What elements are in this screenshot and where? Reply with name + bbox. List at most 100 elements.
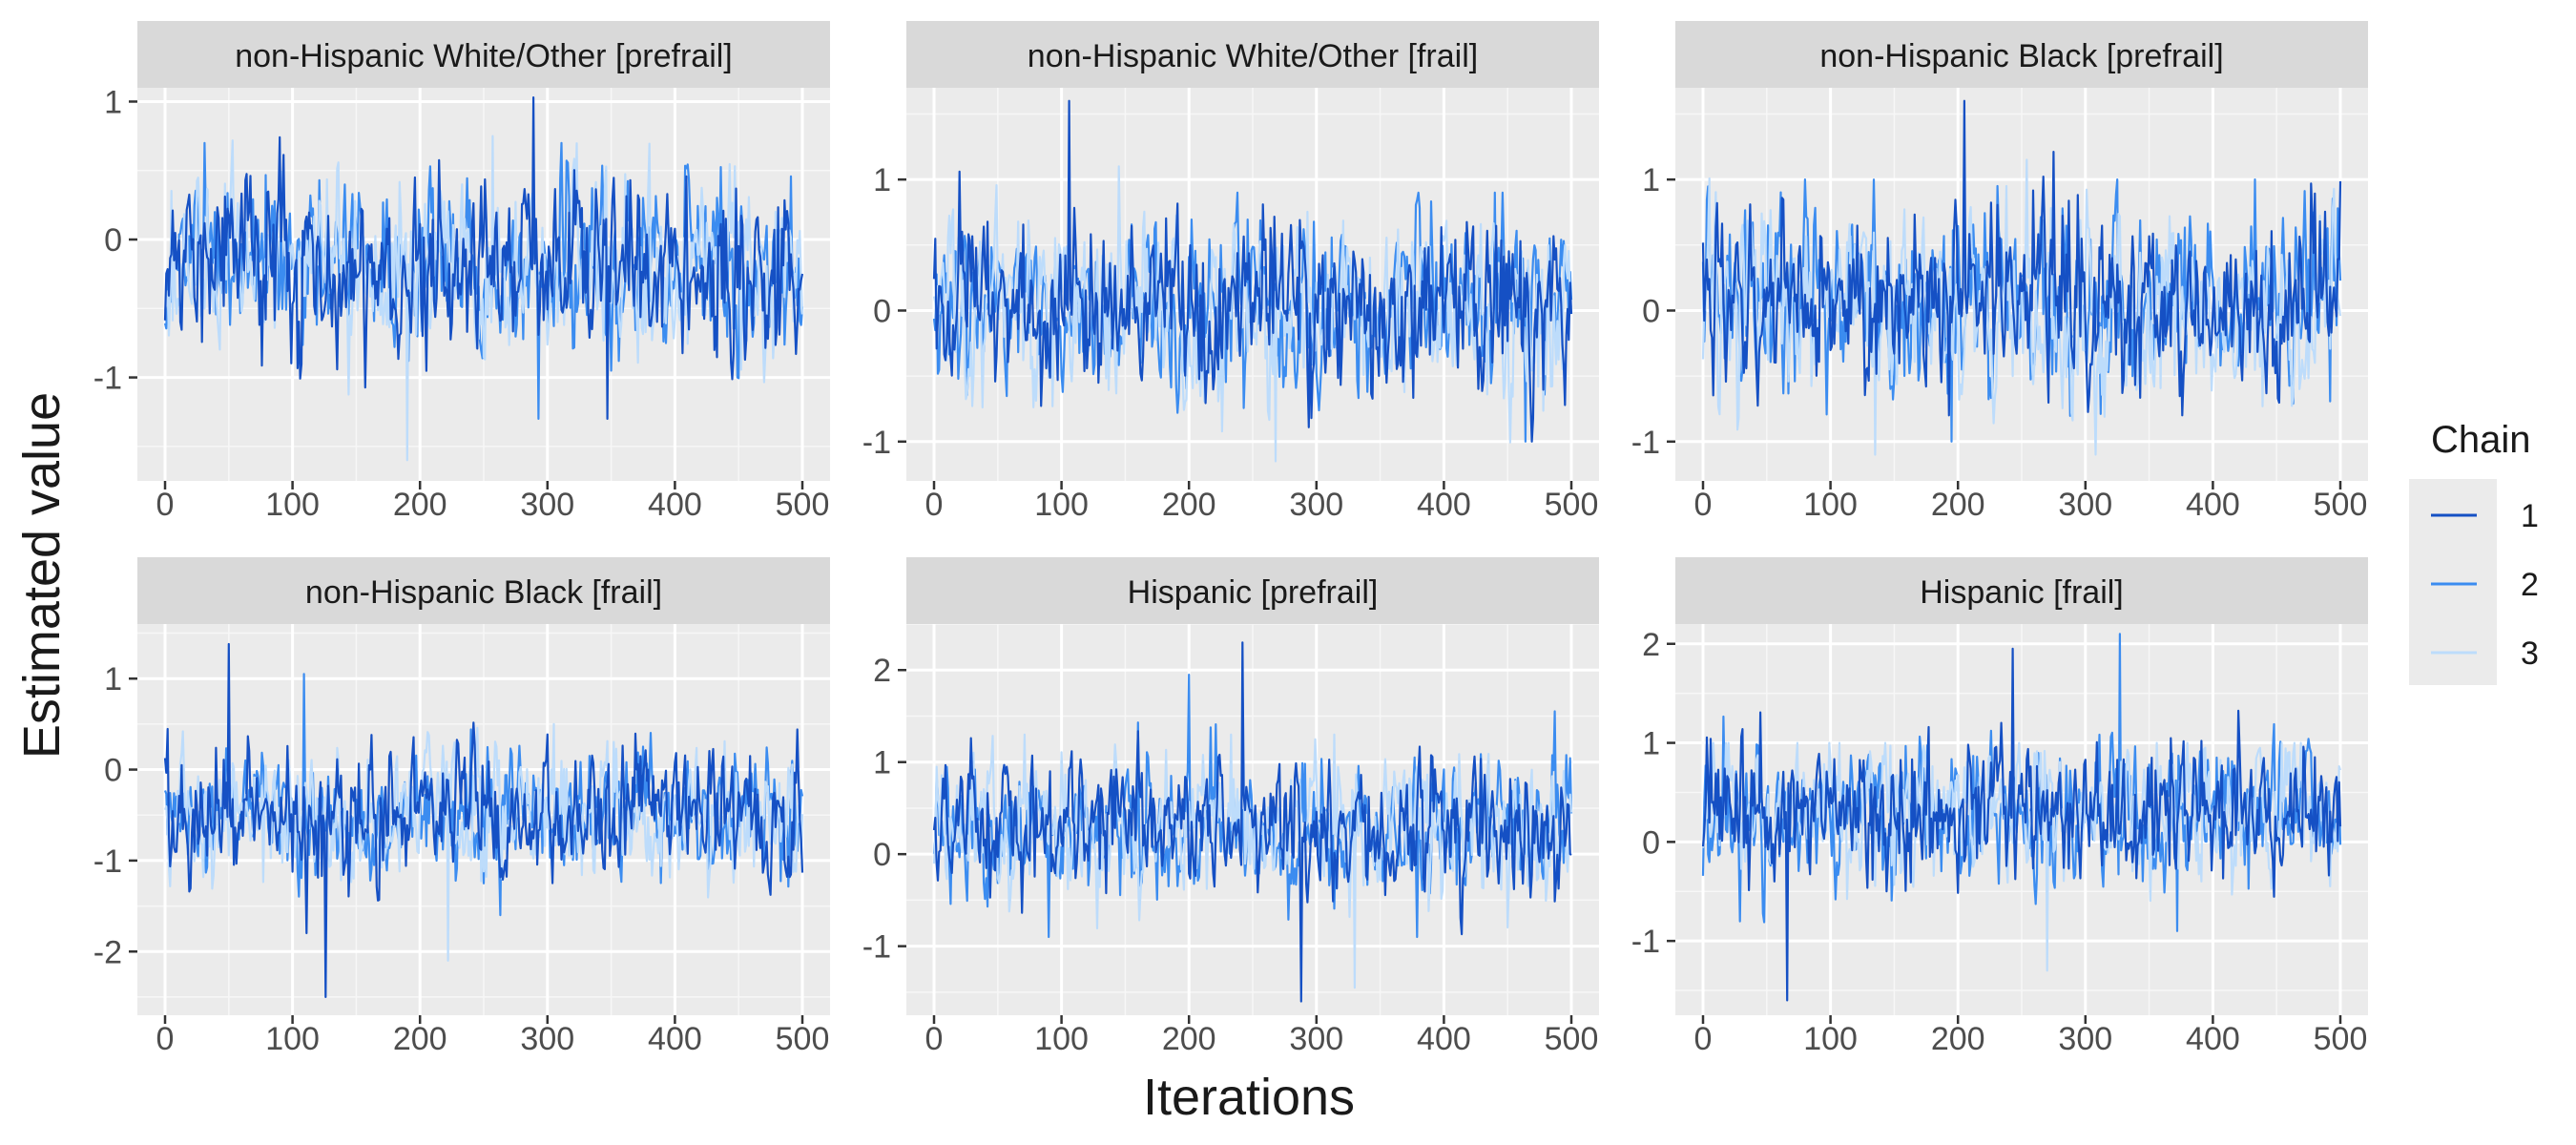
x-tick-label: 300 — [1289, 487, 1343, 523]
y-tick-label: 1 — [873, 162, 891, 198]
legend-key-background — [2409, 479, 2497, 685]
x-tick-label: 200 — [1931, 1021, 1985, 1057]
y-tick-label: 0 — [1642, 824, 1660, 861]
facet-panel: Hispanic [frail] -1 0 1 2 0 100 200 300 400 500 — [1631, 557, 2368, 1057]
x-tick-label: 300 — [520, 487, 574, 523]
chain-traces — [163, 642, 804, 998]
legend-label-chain-3: 3 — [2521, 635, 2539, 672]
y-tick-label: -1 — [1631, 924, 1660, 960]
x-tick-label: 200 — [1162, 487, 1216, 523]
legend-title: Chain — [2431, 419, 2531, 461]
x-tick-label: 300 — [1289, 1021, 1343, 1057]
x-tick-label: 300 — [520, 1021, 574, 1057]
x-tick-label: 500 — [2314, 487, 2368, 523]
legend-entries: 1 2 3 — [2431, 498, 2539, 672]
x-tick-label: 100 — [265, 487, 320, 523]
facet-strip-label: Hispanic [frail] — [1920, 574, 2124, 611]
x-tick-label: 100 — [1803, 1021, 1858, 1057]
y-tick-label: 2 — [1642, 627, 1660, 663]
facet-panel: Hispanic [prefrail] -1 0 1 2 0 100 200 300 400 500 — [862, 557, 1599, 1057]
x-tick-label: 400 — [1417, 487, 1471, 523]
facet-strip-label: Hispanic [prefrail] — [1128, 574, 1379, 611]
facet-strip-label: non-Hispanic White/Other [prefrail] — [235, 38, 733, 74]
x-tick-label: 500 — [776, 1021, 830, 1057]
x-tick-label: 300 — [2058, 1021, 2112, 1057]
x-tick-label: 400 — [648, 1021, 702, 1057]
x-tick-label: 400 — [648, 487, 702, 523]
chain-1-trace — [932, 641, 1572, 1003]
x-tick-label: 200 — [1162, 1021, 1216, 1057]
y-tick-label: -1 — [862, 425, 891, 461]
legend-label-chain-2: 2 — [2521, 567, 2539, 603]
x-tick-label: 300 — [2058, 487, 2112, 523]
facet-strip — [1675, 557, 2368, 624]
x-tick-label: 0 — [925, 1021, 944, 1057]
x-tick-label: 100 — [1803, 487, 1858, 523]
y-tick-label: 1 — [104, 661, 122, 697]
y-tick-label: 0 — [873, 837, 891, 873]
chain-3-trace — [1701, 741, 2342, 972]
x-tick-label: 0 — [156, 1021, 175, 1057]
chain-1-trace — [932, 99, 1573, 443]
facet-strip — [906, 557, 1599, 624]
chain-1-trace — [1701, 99, 2342, 417]
facet-strip — [137, 21, 830, 88]
chain-traces — [1701, 99, 2342, 456]
x-tick-label: 500 — [2314, 1021, 2368, 1057]
x-tick-label: 200 — [393, 1021, 447, 1057]
chain-1-trace — [163, 642, 804, 998]
y-tick-label: 1 — [873, 745, 891, 781]
x-tick-label: 0 — [1694, 1021, 1713, 1057]
chain-2-trace — [163, 141, 804, 420]
chain-traces — [163, 96, 804, 462]
x-tick-label: 0 — [1694, 487, 1713, 523]
x-tick-label: 400 — [1417, 1021, 1471, 1057]
y-tick-label: 1 — [1642, 162, 1660, 198]
y-tick-label: 0 — [1642, 293, 1660, 329]
y-axis-label: Estimated value — [13, 392, 71, 759]
y-tick-label: 0 — [104, 222, 122, 259]
chain-traces — [1701, 633, 2342, 1002]
facet-panel: non-Hispanic White/Other [frail] -1 0 1 0 100… — [862, 21, 1599, 523]
y-tick-label: 1 — [1642, 726, 1660, 762]
facet-strip — [906, 21, 1599, 88]
x-tick-label: 0 — [156, 487, 175, 523]
y-tick-label: 0 — [873, 293, 891, 329]
x-tick-label: 100 — [1034, 1021, 1089, 1057]
chain-traces — [932, 641, 1573, 1003]
y-tick-label: -1 — [93, 361, 122, 397]
chain-traces — [932, 99, 1573, 463]
legend-label-chain-1: 1 — [2521, 498, 2539, 534]
y-tick-label: 2 — [873, 653, 891, 689]
facet-panel: non-Hispanic White/Other [prefrail]-1010… — [93, 21, 830, 523]
facet-panels: non-Hispanic White/Other [prefrail]-1010… — [93, 21, 2368, 1057]
x-tick-label: 100 — [1034, 487, 1089, 523]
x-tick-label: 500 — [1545, 487, 1599, 523]
x-tick-label: 400 — [2186, 1021, 2240, 1057]
x-tick-label: 0 — [925, 487, 944, 523]
legend: Chain 1 2 3 — [2409, 419, 2539, 685]
facet-strip — [1675, 21, 2368, 88]
x-tick-label: 500 — [776, 487, 830, 523]
y-tick-label: -1 — [1631, 425, 1660, 461]
y-tick-label: -2 — [93, 934, 122, 970]
y-tick-label: -1 — [862, 929, 891, 966]
x-tick-label: 100 — [265, 1021, 320, 1057]
x-tick-label: 500 — [1545, 1021, 1599, 1057]
facet-strip-label: non-Hispanic White/Other [frail] — [1028, 38, 1478, 74]
x-tick-label: 200 — [393, 487, 447, 523]
facet-strip-label: non-Hispanic Black [frail] — [305, 574, 662, 611]
x-axis-label: Iterations — [1143, 1069, 1355, 1126]
facet-panel: non-Hispanic Black [frail] -2 -1 0 1 0 100 200 3… — [93, 557, 830, 1057]
chain-3-trace — [163, 722, 804, 962]
x-tick-label: 200 — [1931, 487, 1985, 523]
y-tick-label: 0 — [104, 753, 122, 789]
chain-1-trace — [163, 96, 804, 420]
chain-1-trace — [1701, 647, 2342, 1002]
facet-panel: non-Hispanic Black [prefrail] -1 0 1 0 100 200… — [1631, 21, 2368, 523]
facet-strip — [137, 557, 830, 624]
y-tick-label: 1 — [104, 84, 122, 120]
facet-strip-label: non-Hispanic Black [prefrail] — [1819, 38, 2223, 74]
x-tick-label: 400 — [2186, 487, 2240, 523]
